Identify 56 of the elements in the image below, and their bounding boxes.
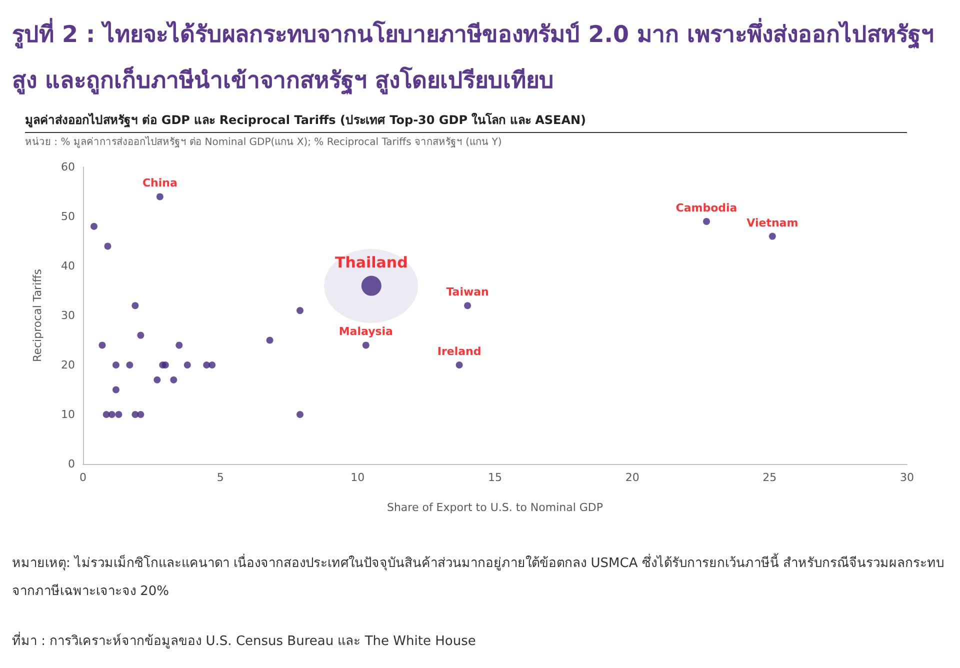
- x-tick-label: 15: [488, 471, 502, 484]
- point: [184, 362, 191, 368]
- point: [156, 193, 164, 200]
- y-tick-label: 10: [61, 408, 75, 421]
- chart-subtitle: มูลค่าส่งออกไปสหรัฐฯ ต่อ GDP และ Reciprocal Tariffs (ประเทศ Top-30 GDP ในโลก และ ASEAN): [25, 110, 907, 133]
- text: หน่วย : % มูลค่าการส่งออกไปสหรัฐฯ ต่อ Nominal GDP(แกน X); % Reciprocal Tariffs จากสหรัฐฯ (แกน Y): [25, 135, 502, 149]
- point: [132, 302, 139, 310]
- point: [90, 222, 98, 230]
- annotation: Vietnam: [746, 216, 798, 230]
- x-tick-label: 5: [216, 471, 224, 484]
- point: [362, 342, 370, 349]
- point: [98, 342, 106, 349]
- y-tick-label: 40: [61, 260, 75, 272]
- point: [115, 411, 122, 418]
- text: ที่มา : การวิเคราะห์จากข้อมูลของ U.S. Census Bureau และ The White House: [12, 630, 477, 651]
- point: [296, 411, 304, 418]
- x-tick-label: 25: [762, 471, 777, 484]
- y-tick-label: 50: [61, 210, 75, 223]
- point: [137, 411, 144, 418]
- annotation: Taiwan: [446, 286, 489, 299]
- chart-title: รูปที่ 2 : ไทยจะได้รับผลกระทบจากนโยบายภาษีของทรัมป์ 2.0 มาก เพราะพึ่งส่งออกไปสหรัฐฯ สูง และถูกเก็บภาษีนำเข้าจากสหรัฐฯ สูงโดยเปรียบเทียบ: [12, 17, 935, 97]
- annotation: China: [142, 176, 178, 190]
- point: [112, 362, 120, 368]
- point: [296, 307, 304, 314]
- point: [154, 376, 161, 384]
- x-tick-label: 0: [80, 471, 86, 484]
- annotation: Cambodia: [676, 201, 738, 214]
- point: [108, 411, 116, 418]
- y-axis-title: Reciprocal Tariffs: [31, 268, 44, 362]
- y-tick-label: 30: [61, 309, 75, 322]
- point: [266, 336, 274, 344]
- series-label: Thailand: [334, 253, 408, 272]
- y-tick-label: 0: [68, 458, 75, 470]
- x-tick-label: 10: [350, 471, 365, 484]
- annotation: Ireland: [437, 345, 482, 358]
- point: [104, 242, 112, 250]
- point: [170, 376, 178, 384]
- point: [126, 362, 134, 368]
- x-tick-label: 30: [900, 471, 914, 484]
- x-axis-title: Share of Export to U.S. to Nominal GDP: [386, 501, 604, 514]
- y-tick-label: 20: [61, 358, 75, 372]
- point: [208, 362, 216, 368]
- point: [361, 276, 382, 296]
- point: [112, 386, 120, 394]
- text: หมายเหตุ: ไม่รวมเม็กซิโกและแคนาดา เนื่องจากสองประเทศในปัจจุบันสินค้าส่วนมากอยู่ภายใต้ข้อตกลง USMCA ซึ่งได้รับการยกเว้นภาษีนี้ สำหรับกรณีจีนรวมผลกระทบจากภาษีเฉพาะเจาะจง 20%: [12, 552, 945, 601]
- point: [176, 342, 183, 349]
- point: [456, 362, 463, 368]
- point: [132, 411, 139, 418]
- point: [137, 332, 144, 339]
- annotation: Malaysia: [338, 325, 393, 338]
- point: [464, 302, 472, 310]
- point: [768, 232, 776, 240]
- point: [703, 218, 710, 225]
- x-tick-label: 20: [625, 471, 640, 484]
- y-tick-label: 60: [61, 160, 75, 174]
- point: [162, 362, 169, 368]
